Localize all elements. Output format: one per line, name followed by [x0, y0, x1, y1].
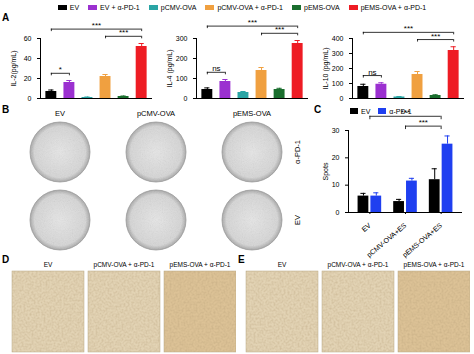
- svg-text:EV: EV: [44, 261, 53, 268]
- svg-text:IL-2(pg/mL): IL-2(pg/mL): [10, 50, 18, 86]
- svg-text:pCMV-OVA + α-PD-1: pCMV-OVA + α-PD-1: [328, 261, 389, 269]
- svg-text:IL-10 (pg/mL): IL-10 (pg/mL): [322, 47, 330, 89]
- svg-text:IL-4 (pg/mL): IL-4 (pg/mL): [166, 49, 174, 87]
- svg-text:EV: EV: [278, 261, 287, 268]
- svg-text:pCMV-OVA + α-PD-1: pCMV-OVA + α-PD-1: [94, 261, 155, 269]
- svg-text:pEMS-OVA + α-PD-1: pEMS-OVA + α-PD-1: [170, 261, 231, 269]
- svg-text:pCMV-OVA: pCMV-OVA: [137, 109, 175, 118]
- svg-text:300: 300: [176, 35, 188, 42]
- svg-text:10: 10: [332, 181, 340, 188]
- svg-text:EV: EV: [55, 109, 65, 118]
- svg-text:ns: ns: [368, 68, 376, 77]
- svg-text:***: ***: [92, 21, 101, 30]
- svg-text:200: 200: [176, 55, 188, 62]
- svg-text:pEMS-OVA+ES: pEMS-OVA+ES: [401, 221, 444, 259]
- svg-text:*: *: [59, 65, 62, 74]
- svg-text:100: 100: [332, 80, 344, 87]
- svg-text:pEMS-OVA: pEMS-OVA: [233, 109, 271, 118]
- svg-text:40: 40: [24, 55, 32, 62]
- svg-text:Spots: Spots: [322, 162, 330, 180]
- svg-text:pEMS-OVA + α-PD-1: pEMS-OVA + α-PD-1: [404, 261, 465, 269]
- svg-text:0: 0: [340, 95, 344, 102]
- svg-text:200: 200: [332, 65, 344, 72]
- svg-text:0: 0: [28, 95, 32, 102]
- svg-text:***: ***: [431, 32, 440, 41]
- svg-text:***: ***: [401, 108, 410, 117]
- svg-text:400: 400: [332, 35, 344, 42]
- svg-text:***: ***: [119, 28, 128, 37]
- svg-text:30: 30: [332, 127, 340, 134]
- svg-text:100: 100: [176, 75, 188, 82]
- svg-text:EV: EV: [360, 221, 372, 233]
- svg-text:***: ***: [404, 24, 413, 33]
- svg-text:20: 20: [332, 154, 340, 161]
- svg-text:***: ***: [275, 25, 284, 34]
- svg-text:α-PD-1: α-PD-1: [293, 140, 302, 164]
- svg-text:0: 0: [336, 209, 340, 216]
- svg-text:0: 0: [184, 95, 188, 102]
- svg-text:300: 300: [332, 50, 344, 57]
- svg-text:20: 20: [24, 75, 32, 82]
- svg-text:60: 60: [24, 35, 32, 42]
- svg-text:***: ***: [248, 18, 257, 27]
- svg-text:***: ***: [419, 118, 428, 127]
- svg-text:EV: EV: [293, 215, 302, 225]
- svg-text:ns: ns: [212, 64, 220, 73]
